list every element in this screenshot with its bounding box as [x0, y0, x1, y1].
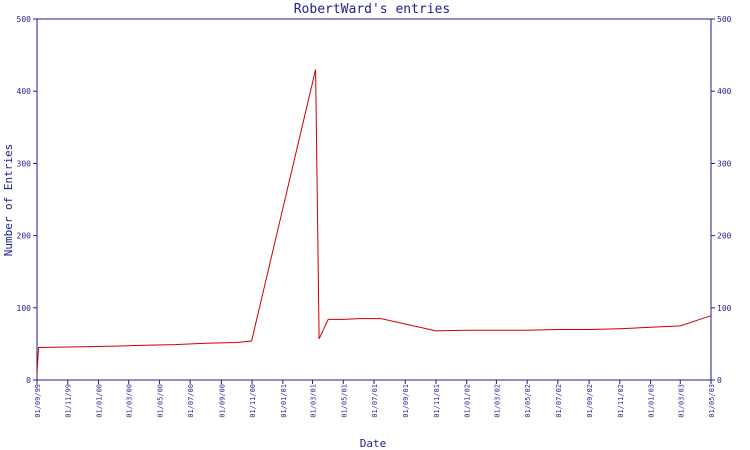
x-tick-label: 01/09/01 [402, 384, 410, 418]
chart-title: RobertWard's entries [294, 2, 451, 17]
left-y-tick-label: 300 [17, 159, 32, 168]
x-tick-label: 01/03/02 [493, 384, 501, 418]
right-y-tick-label: 300 [717, 159, 732, 168]
x-tick-label: 01/01/01 [280, 384, 288, 418]
right-y-tick-label: 200 [717, 232, 732, 241]
x-tick-label: 01/05/01 [340, 384, 348, 418]
x-tick-label: 01/03/01 [310, 384, 318, 418]
x-axis-label: Date [360, 437, 387, 450]
x-tick-label: 01/09/02 [586, 384, 594, 418]
x-tick-label: 01/03/03 [677, 384, 685, 418]
left-y-tick-label: 100 [17, 304, 32, 313]
left-y-tick-label: 200 [17, 232, 32, 241]
x-tick-label: 01/07/02 [555, 384, 563, 418]
x-tick-label: 01/09/99 [34, 384, 42, 418]
x-tick-label: 01/11/00 [249, 384, 257, 418]
x-tick-label: 01/11/01 [433, 384, 441, 418]
x-tick-label: 01/05/02 [524, 384, 532, 418]
x-tick-label: 01/11/99 [65, 384, 73, 418]
y-axis-label: Number of Entries [2, 144, 15, 257]
x-tick-label: 01/11/02 [617, 384, 625, 418]
right-y-tick-label: 100 [717, 304, 732, 313]
x-tick-label: 01/01/03 [648, 384, 656, 418]
right-y-tick-label: 400 [717, 87, 732, 96]
series-line [36, 69, 712, 375]
x-tick-label: 01/03/00 [126, 384, 134, 418]
right-y-tick-label: 0 [717, 376, 722, 385]
right-y-axis: 0 100 200 300 400 500 [711, 15, 732, 385]
left-y-tick-label: 0 [26, 376, 31, 385]
x-tick-label: 01/01/02 [464, 384, 472, 418]
x-axis: 01/09/99 01/11/99 01/01/00 01/03/00 01/05/00… [34, 380, 716, 418]
x-tick-label: 01/05/03 [708, 384, 716, 418]
left-y-tick-label: 500 [17, 15, 32, 24]
x-tick-label: 01/07/00 [187, 384, 195, 418]
left-y-tick-label: 400 [17, 87, 32, 96]
series-layer [36, 69, 712, 375]
x-tick-label: 01/07/01 [371, 384, 379, 418]
left-y-axis: 0 100 200 300 400 500 [17, 15, 37, 385]
right-y-tick-label: 500 [717, 15, 732, 24]
x-tick-label: 01/01/00 [95, 384, 103, 418]
x-tick-label: 01/05/00 [156, 384, 164, 418]
x-tick-label: 01/09/00 [218, 384, 226, 418]
